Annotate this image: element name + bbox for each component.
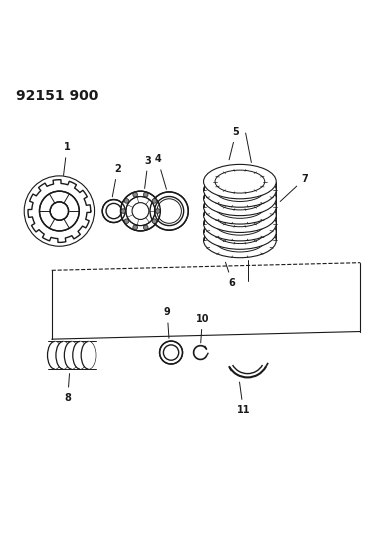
Ellipse shape [204, 164, 276, 199]
Circle shape [102, 199, 125, 222]
Circle shape [40, 191, 79, 231]
Circle shape [159, 341, 182, 364]
Circle shape [126, 197, 155, 225]
Circle shape [152, 219, 157, 223]
Text: 3: 3 [145, 156, 151, 188]
Text: 10: 10 [196, 314, 209, 343]
Text: 7: 7 [280, 174, 308, 201]
Text: 4: 4 [154, 155, 166, 189]
Polygon shape [28, 180, 91, 243]
Circle shape [133, 225, 137, 230]
Circle shape [144, 225, 148, 230]
Text: 6: 6 [225, 262, 236, 288]
Ellipse shape [204, 190, 276, 224]
Circle shape [121, 191, 160, 231]
Ellipse shape [204, 206, 276, 241]
Circle shape [124, 219, 129, 223]
Ellipse shape [204, 181, 276, 216]
Text: 9: 9 [164, 308, 171, 338]
Ellipse shape [56, 342, 71, 369]
Text: 11: 11 [237, 382, 250, 415]
Text: 2: 2 [112, 164, 121, 197]
Ellipse shape [81, 342, 96, 369]
Ellipse shape [204, 223, 276, 257]
Circle shape [150, 192, 188, 230]
Ellipse shape [204, 173, 276, 207]
Text: 92151 900: 92151 900 [16, 88, 99, 103]
Circle shape [121, 209, 126, 213]
Circle shape [144, 192, 148, 197]
Circle shape [152, 199, 157, 203]
Text: 5: 5 [229, 127, 239, 160]
Circle shape [124, 199, 129, 203]
Ellipse shape [204, 198, 276, 232]
Ellipse shape [47, 342, 62, 369]
Ellipse shape [73, 342, 87, 369]
Text: 8: 8 [64, 374, 71, 402]
Ellipse shape [64, 342, 79, 369]
Circle shape [133, 192, 137, 197]
Text: 1: 1 [64, 142, 70, 175]
Circle shape [50, 202, 69, 220]
Ellipse shape [204, 215, 276, 249]
Circle shape [155, 209, 160, 213]
